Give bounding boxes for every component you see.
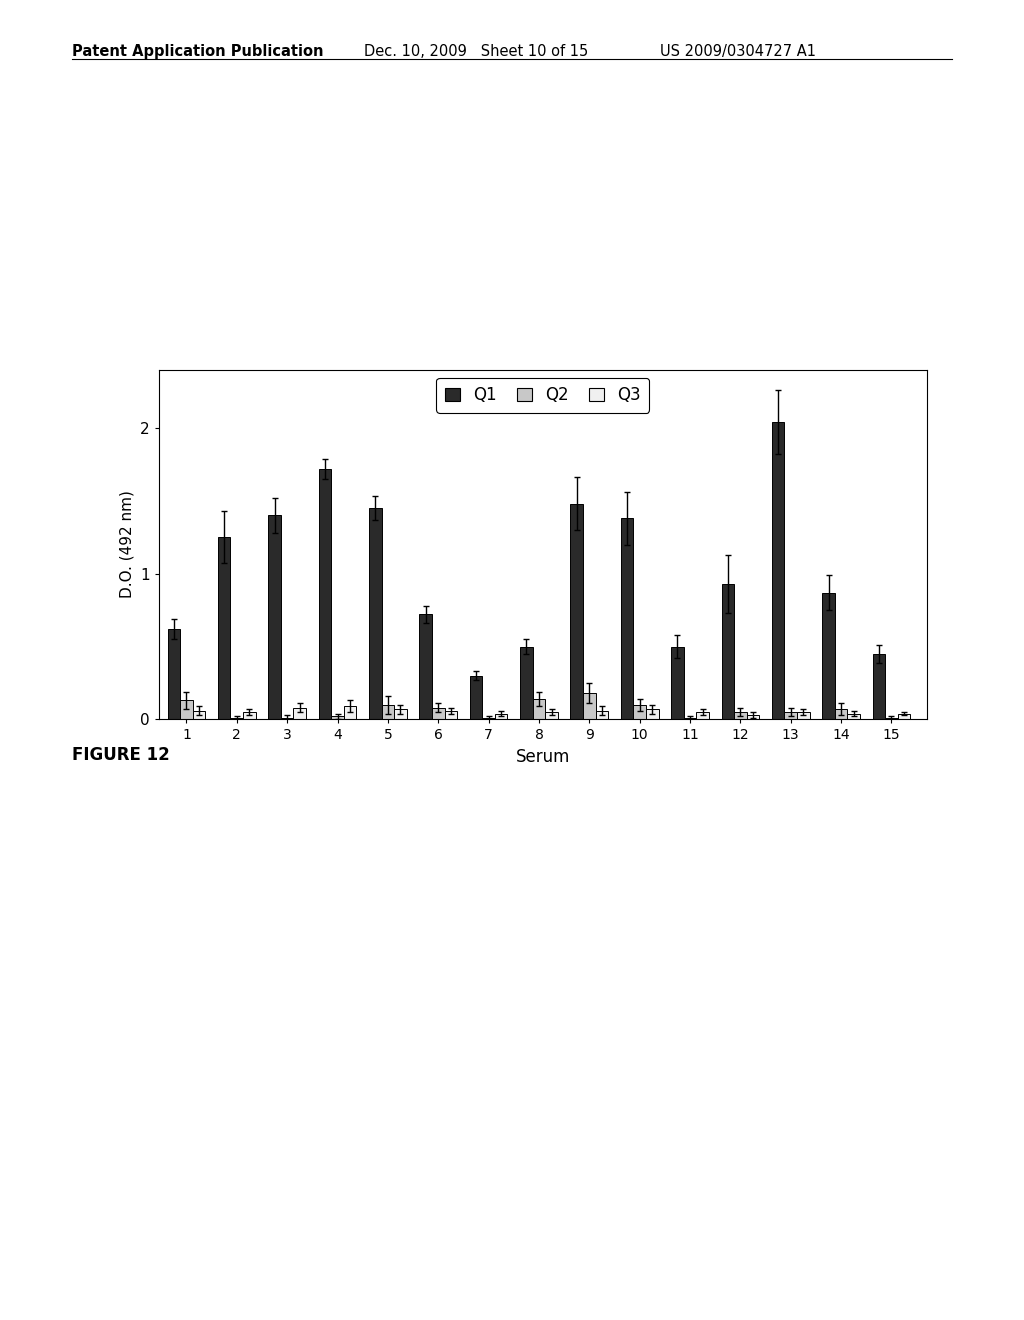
Bar [621, 519, 634, 719]
Bar [596, 710, 608, 719]
Bar [168, 630, 180, 719]
Text: Dec. 10, 2009   Sheet 10 of 15: Dec. 10, 2009 Sheet 10 of 15 [364, 44, 588, 58]
Bar [545, 711, 558, 719]
Bar [696, 711, 709, 719]
Bar [734, 711, 746, 719]
Bar [344, 706, 356, 719]
Bar [835, 709, 848, 719]
Bar [885, 718, 898, 719]
Bar [772, 422, 784, 719]
Bar [382, 705, 394, 719]
Bar [684, 718, 696, 719]
Bar [218, 537, 230, 719]
Bar [532, 700, 545, 719]
Bar [394, 709, 407, 719]
Bar [470, 676, 482, 719]
Bar [331, 717, 344, 719]
Text: FIGURE 12: FIGURE 12 [72, 746, 169, 764]
Bar [432, 708, 444, 719]
X-axis label: Serum: Serum [515, 748, 570, 766]
Bar [495, 714, 508, 719]
Bar [482, 718, 495, 719]
Bar [570, 504, 583, 719]
Bar [193, 710, 205, 719]
Bar [294, 708, 306, 719]
Y-axis label: D.O. (492 nm): D.O. (492 nm) [120, 491, 134, 598]
Bar [520, 647, 532, 719]
Bar [444, 710, 457, 719]
Bar [318, 469, 331, 719]
Bar [281, 718, 294, 719]
Bar [671, 647, 684, 719]
Text: Patent Application Publication: Patent Application Publication [72, 44, 324, 58]
Bar [848, 714, 860, 719]
Bar [646, 709, 658, 719]
Bar [822, 593, 835, 719]
Bar [872, 653, 885, 719]
Bar [784, 711, 797, 719]
Bar [369, 508, 382, 719]
Bar [243, 711, 256, 719]
Bar [797, 711, 810, 719]
Bar [898, 714, 910, 719]
Bar [583, 693, 596, 719]
Legend: Q1, Q2, Q3: Q1, Q2, Q3 [436, 378, 649, 413]
Bar [722, 583, 734, 719]
Bar [634, 705, 646, 719]
Bar [746, 715, 759, 719]
Bar [420, 615, 432, 719]
Bar [230, 718, 243, 719]
Bar [268, 515, 281, 719]
Text: US 2009/0304727 A1: US 2009/0304727 A1 [660, 44, 816, 58]
Bar [180, 701, 193, 719]
